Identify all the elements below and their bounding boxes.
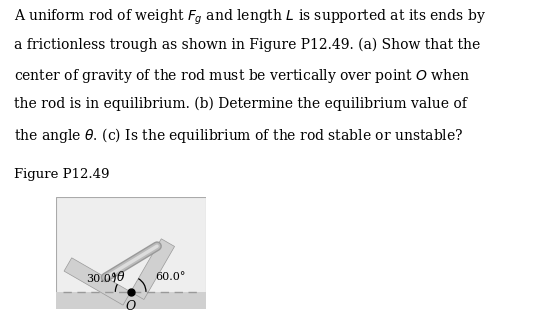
Polygon shape (56, 292, 206, 309)
Polygon shape (131, 239, 175, 300)
Text: θ: θ (117, 271, 125, 284)
Text: Figure P12.49: Figure P12.49 (14, 168, 110, 182)
Polygon shape (64, 258, 131, 305)
Text: the angle $\theta$. (c) Is the equilibrium of the rod stable or unstable?: the angle $\theta$. (c) Is the equilibri… (14, 126, 463, 145)
Text: O: O (126, 300, 136, 312)
Text: A uniform rod of weight $F_g$ and length $L$ is supported at its ends by: A uniform rod of weight $F_g$ and length… (14, 8, 486, 27)
Polygon shape (56, 197, 206, 309)
Text: the rod is in equilibrium. (b) Determine the equilibrium value of: the rod is in equilibrium. (b) Determine… (14, 97, 467, 111)
Text: center of gravity of the rod must be vertically over point $O$ when: center of gravity of the rod must be ver… (14, 67, 470, 85)
Text: 60.0°: 60.0° (155, 272, 186, 282)
Text: a frictionless trough as shown in Figure P12.49. (a) Show that the: a frictionless trough as shown in Figure… (14, 37, 480, 52)
Text: 30.0°: 30.0° (87, 274, 117, 284)
